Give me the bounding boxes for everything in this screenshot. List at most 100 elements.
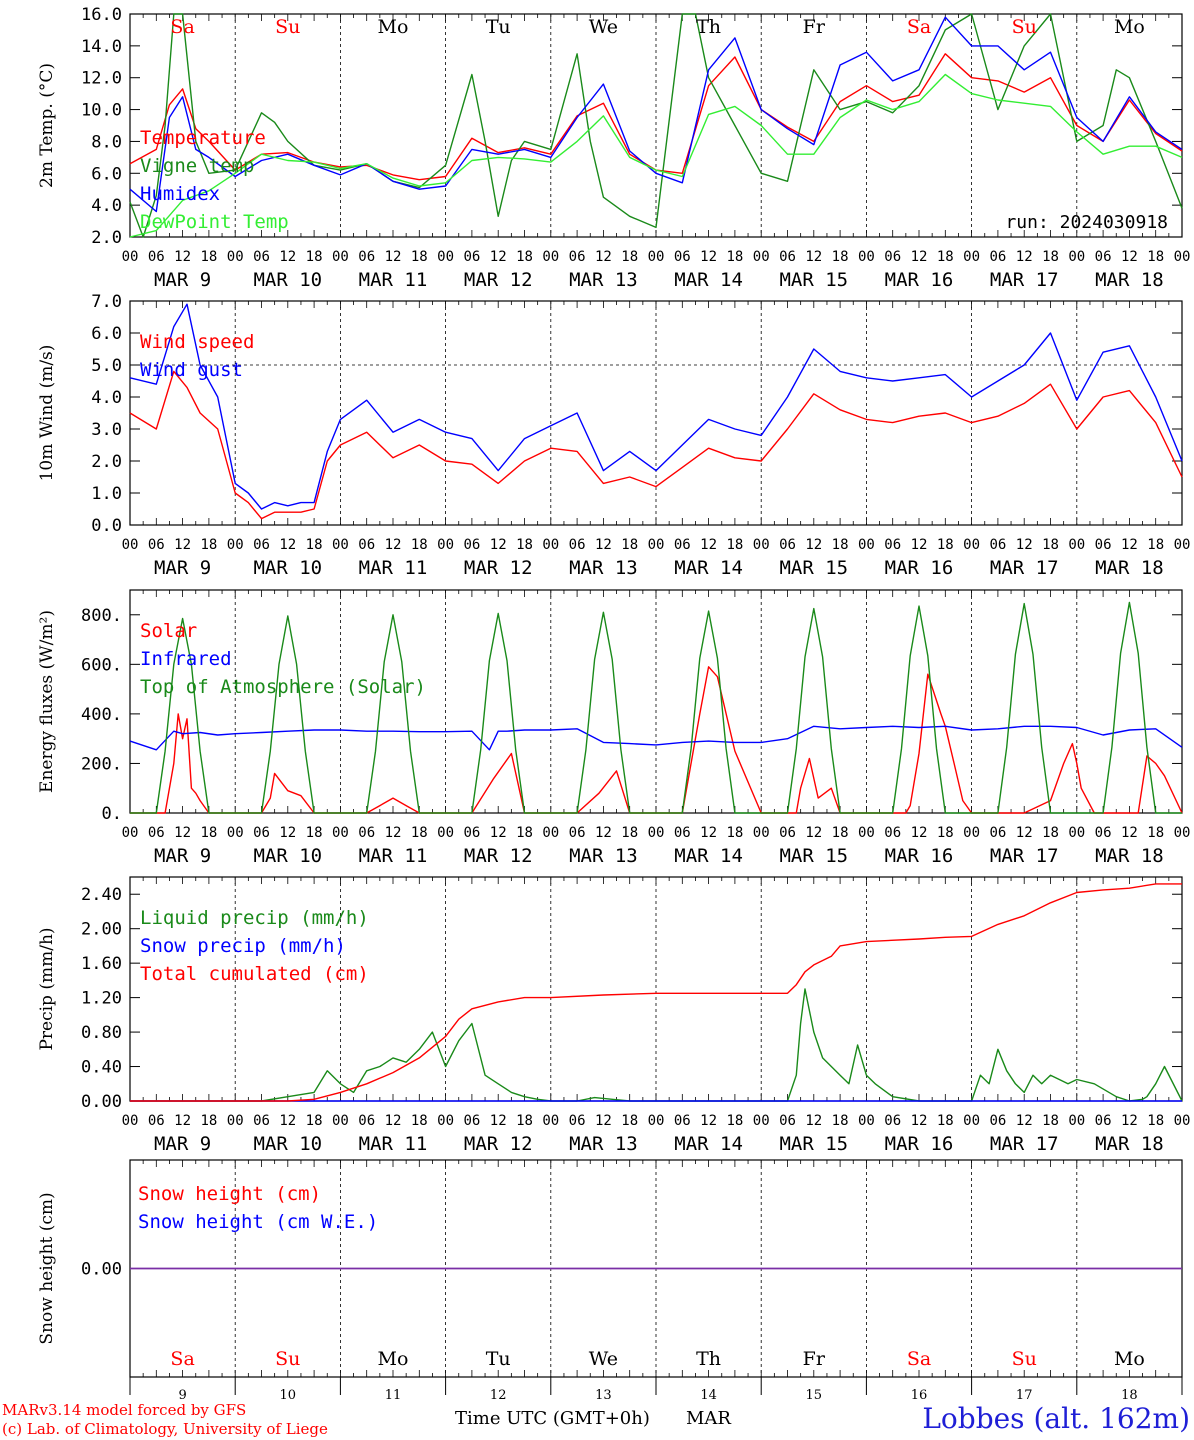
x-hour-label: 06 (989, 249, 1006, 265)
x-hour-label: 18 (832, 537, 849, 553)
y-tick-label: 200. (81, 754, 122, 774)
y-axis-label: Snow height (cm) (37, 1192, 57, 1344)
x-hour-label: 12 (805, 1113, 822, 1129)
x-date-label: MAR 13 (569, 845, 638, 867)
credit-model: MARv3.14 model forced by GFS (2, 1401, 246, 1419)
x-hour-label: 06 (358, 825, 375, 841)
x-date-label: MAR 12 (464, 845, 533, 867)
x-date-label: MAR 14 (674, 1133, 743, 1155)
x-hour-label: 18 (937, 249, 954, 265)
x-hour-label: 06 (253, 1113, 270, 1129)
panel-2-frame (129, 300, 1183, 526)
weekday-label: Tu (486, 1348, 511, 1370)
x-date-label: MAR 13 (569, 1133, 638, 1155)
x-hour-label: 00 (648, 825, 665, 841)
weekday-label: Mo (1114, 16, 1145, 38)
x-hour-label: 06 (253, 537, 270, 553)
legend-entry: Liquid precip (mm/h) (140, 907, 369, 929)
x-hour-label: 18 (621, 1113, 638, 1129)
x-hour-label: 12 (279, 1113, 296, 1129)
x-hour-label: 18 (1147, 825, 1164, 841)
x-hour-label: 18 (1042, 1113, 1059, 1129)
x-hour-label: 00 (1068, 537, 1085, 553)
x-hour-label: 06 (463, 537, 480, 553)
x-hour-label: 06 (1095, 825, 1112, 841)
x-day-number: 17 (1016, 1388, 1033, 1403)
y-tick-label: 3.0 (91, 420, 122, 440)
x-hour-label: 06 (569, 537, 586, 553)
weekday-label: Fr (803, 16, 826, 38)
x-date-label: MAR 14 (674, 557, 743, 579)
x-hour-label: 12 (700, 1113, 717, 1129)
x-day-number: 15 (806, 1388, 823, 1403)
x-hour-label: 00 (542, 1113, 559, 1129)
legend-entry: Vigne temp (140, 155, 254, 177)
x-date-label: MAR 18 (1095, 269, 1164, 291)
y-tick-label: 5.0 (91, 356, 122, 376)
y-tick-label: 600. (81, 655, 122, 675)
y-tick-label: 6.0 (91, 164, 122, 184)
x-hour-label: 18 (200, 825, 217, 841)
y-tick-label: 4.0 (91, 196, 122, 216)
series-line-dewpoint-temp (129, 73, 1183, 238)
x-hour-label: 00 (648, 1113, 665, 1129)
x-date-label: MAR 11 (359, 1133, 428, 1155)
x-hour-label: 18 (516, 1113, 533, 1129)
x-date-label: MAR 16 (885, 845, 954, 867)
y-tick-label: 16.0 (81, 5, 122, 25)
x-hour-label: 12 (385, 825, 402, 841)
x-hour-label: 18 (726, 825, 743, 841)
x-hour-label: 18 (516, 249, 533, 265)
x-hour-label: 18 (516, 825, 533, 841)
x-hour-label: 00 (1174, 249, 1191, 265)
x-hour-label: 12 (595, 249, 612, 265)
x-date-label: MAR 14 (674, 845, 743, 867)
y-tick-label: 0.80 (81, 1023, 122, 1043)
x-hour-label: 18 (726, 1113, 743, 1129)
x-date-label: MAR 16 (885, 557, 954, 579)
x-hour-label: 12 (385, 1113, 402, 1129)
x-hour-label: 18 (411, 825, 428, 841)
series-line-total-cumulated-cm- (130, 883, 1182, 1102)
x-hour-label: 18 (306, 537, 323, 553)
weekday-label: Su (275, 16, 300, 38)
x-date-label: MAR 12 (464, 1133, 533, 1155)
x-hour-label: 12 (700, 249, 717, 265)
x-hour-label: 06 (358, 537, 375, 553)
x-hour-label: 06 (253, 825, 270, 841)
series-line-humidex (129, 16, 1183, 213)
x-hour-label: 12 (911, 1113, 928, 1129)
x-hour-label: 18 (937, 825, 954, 841)
x-hour-label: 12 (805, 249, 822, 265)
weekday-label: Fr (803, 1348, 826, 1370)
x-date-label: MAR 16 (885, 269, 954, 291)
x-hour-label: 18 (937, 537, 954, 553)
x-day-number: 11 (385, 1388, 402, 1403)
x-hour-label: 00 (227, 825, 244, 841)
x-hour-label: 18 (1147, 1113, 1164, 1129)
x-hour-label: 06 (1095, 249, 1112, 265)
series-line-vigne-temp (129, 13, 1183, 238)
x-hour-label: 12 (1121, 1113, 1138, 1129)
weekday-label: We (589, 1348, 618, 1370)
x-hour-label: 00 (858, 825, 875, 841)
x-hour-label: 12 (490, 825, 507, 841)
x-date-label: MAR 11 (359, 845, 428, 867)
y-tick-label: 0. (102, 804, 122, 824)
x-hour-label: 06 (148, 1113, 165, 1129)
legend-entry: Wind gust (140, 359, 243, 381)
x-hour-label: 06 (674, 249, 691, 265)
y-tick-label: 14.0 (81, 37, 122, 57)
x-date-label: MAR 10 (253, 269, 322, 291)
x-hour-label: 06 (463, 1113, 480, 1129)
x-hour-label: 00 (332, 1113, 349, 1129)
series-line-wind-speed (129, 370, 1183, 520)
x-hour-label: 06 (884, 825, 901, 841)
x-date-label: MAR 18 (1095, 1133, 1164, 1155)
x-hour-label: 00 (1174, 825, 1191, 841)
x-hour-label: 18 (621, 249, 638, 265)
x-date-label: MAR 17 (990, 1133, 1059, 1155)
x-date-label: MAR 15 (779, 1133, 848, 1155)
y-tick-label: 800. (81, 606, 122, 626)
